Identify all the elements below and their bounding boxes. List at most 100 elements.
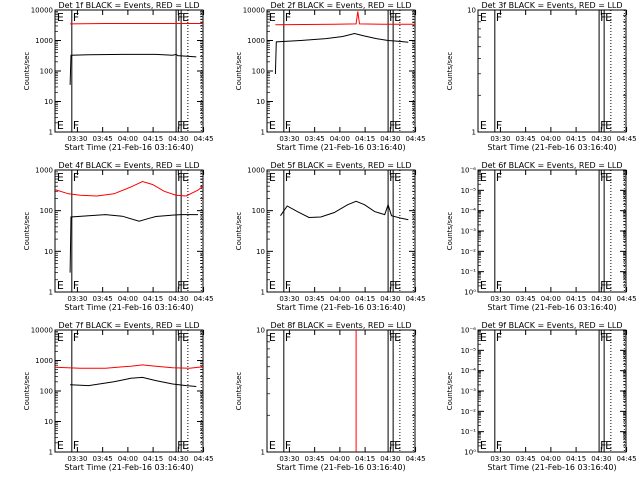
flag-label-top: E — [480, 171, 487, 184]
chart-panel-7: Det 7f BLACK = Events, RED = LLD 1 10 100 10… — [23, 321, 214, 472]
series-line-events-black — [274, 32, 409, 75]
flag-label-bottom: F — [285, 439, 291, 452]
chart-panel-6: Det 6f BLACK = Events, RED = LLD 10⁰ 10⁻¹ 1… — [446, 161, 637, 312]
y-tick-label: 10000 — [243, 7, 265, 15]
flag-label-top: E — [57, 171, 64, 184]
flag-label-top: F — [285, 331, 291, 344]
y-tick-label: 1000 — [247, 167, 265, 175]
x-tick-label: 04:45 — [193, 135, 213, 143]
series-line-events-black — [69, 214, 198, 273]
chart-title: Det 3f BLACK = Events, RED = LLD — [481, 1, 622, 10]
x-tick-label: 04:00 — [118, 295, 138, 303]
x-tick-label: 03:45 — [305, 455, 325, 463]
x-tick-label: 04:30 — [380, 295, 400, 303]
flag-label-bottom: F — [600, 439, 606, 452]
flag-label-bottom: E — [269, 119, 276, 132]
chart-title: Det 5f BLACK = Events, RED = LLD — [270, 161, 411, 170]
x-tick-label: 04:45 — [616, 135, 636, 143]
flag-label-bottom: E — [394, 279, 401, 292]
y-axis-label: Counts/sec — [446, 212, 454, 251]
flag-label-top: F — [496, 331, 502, 344]
x-tick-label: 04:15 — [566, 135, 586, 143]
y-axis-label: Counts/sec — [235, 372, 243, 411]
series-line-events-black — [69, 53, 197, 85]
flag-label-top: F — [285, 11, 291, 24]
flag-label-top: E — [182, 331, 189, 344]
x-tick-label: 04:45 — [405, 135, 425, 143]
flag-label-top: F — [600, 11, 606, 24]
x-tick-label: 04:30 — [380, 135, 400, 143]
chart-panel-2: Det 2f BLACK = Events, RED = LLD 1 10 100 10… — [235, 1, 426, 152]
flag-label-top: F — [389, 171, 395, 184]
x-axis-label: Start Time (21-Feb-16 03:16:40) — [487, 143, 616, 152]
x-tick-label: 04:00 — [330, 135, 350, 143]
chart-title: Det 8f BLACK = Events, RED = LLD — [270, 321, 411, 330]
x-tick-label: 03:45 — [93, 455, 113, 463]
plot-frame — [477, 9, 627, 133]
x-tick-label: 04:15 — [355, 295, 375, 303]
flag-label-top: F — [73, 171, 79, 184]
y-axis-label: Counts/sec — [23, 52, 31, 91]
y-axis-label: Counts/sec — [446, 52, 454, 91]
x-tick-label: 04:00 — [541, 455, 561, 463]
flag-label-bottom: E — [605, 119, 612, 132]
flag-label-bottom: F — [496, 439, 502, 452]
flag-label-bottom: F — [496, 119, 502, 132]
x-tick-label: 04:45 — [193, 295, 213, 303]
flag-label-bottom: E — [57, 119, 64, 132]
series-line-lld-red — [54, 180, 204, 197]
y-tick-label: 1 — [261, 129, 265, 137]
y-tick-label: 10 — [44, 98, 53, 106]
x-tick-label: 03:45 — [305, 135, 325, 143]
x-axis-label: Start Time (21-Feb-16 03:16:40) — [64, 463, 193, 472]
chart-panel-8: Det 8f BLACK = Events, RED = LLD 1 10 03:30… — [235, 321, 426, 472]
flag-label-top: F — [177, 11, 183, 24]
flag-label-bottom: E — [269, 279, 276, 292]
flag-label-top: E — [269, 331, 276, 344]
flag-label-top: E — [605, 171, 612, 184]
y-tick-label: 10 — [44, 248, 53, 256]
flag-label-top: E — [605, 11, 612, 24]
y-tick-label: 10000 — [31, 7, 53, 15]
x-axis-label: Start Time (21-Feb-16 03:16:40) — [64, 303, 193, 312]
series-line-lld-red — [54, 364, 204, 369]
x-tick-label: 03:30 — [67, 455, 87, 463]
y-tick-label: 10⁻³ — [461, 228, 477, 236]
y-tick-label: 1000 — [247, 37, 265, 45]
flag-label-top: E — [480, 331, 487, 344]
x-tick-label: 04:45 — [405, 455, 425, 463]
flag-label-bottom: E — [394, 119, 401, 132]
y-tick-label: 100 — [40, 388, 53, 396]
chart-title: Det 6f BLACK = Events, RED = LLD — [481, 161, 622, 170]
y-tick-label: 10⁻⁴ — [461, 207, 477, 215]
flag-label-top: F — [73, 331, 79, 344]
y-tick-label: 10000 — [31, 327, 53, 335]
y-axis-label: Counts/sec — [446, 372, 454, 411]
x-tick-label: 03:30 — [279, 135, 299, 143]
x-tick-label: 04:00 — [118, 455, 138, 463]
x-tick-label: 04:00 — [541, 295, 561, 303]
y-axis-label: Counts/sec — [23, 212, 31, 251]
x-axis-label: Start Time (21-Feb-16 03:16:40) — [276, 463, 405, 472]
y-tick-label: 10⁻² — [461, 248, 477, 256]
flag-label-bottom: E — [57, 439, 64, 452]
y-tick-label: 100 — [252, 207, 265, 215]
plot-frame — [54, 169, 204, 293]
y-tick-label: 10 — [256, 248, 265, 256]
flag-label-bottom: E — [480, 439, 487, 452]
x-tick-label: 04:45 — [193, 455, 213, 463]
y-tick-label: 100 — [252, 68, 265, 76]
flag-label-bottom: E — [605, 439, 612, 452]
x-tick-label: 03:45 — [305, 295, 325, 303]
x-tick-label: 03:30 — [279, 455, 299, 463]
flag-label-bottom: E — [269, 439, 276, 452]
y-tick-label: 100 — [40, 68, 53, 76]
flag-label-bottom: F — [177, 279, 183, 292]
x-tick-label: 03:30 — [279, 295, 299, 303]
flag-label-bottom: F — [73, 439, 79, 452]
flag-label-top: E — [394, 331, 401, 344]
flag-label-bottom: E — [480, 119, 487, 132]
chart-title: Det 4f BLACK = Events, RED = LLD — [58, 161, 199, 170]
flag-label-bottom: F — [285, 119, 291, 132]
y-tick-label: 10⁻¹ — [461, 268, 477, 276]
